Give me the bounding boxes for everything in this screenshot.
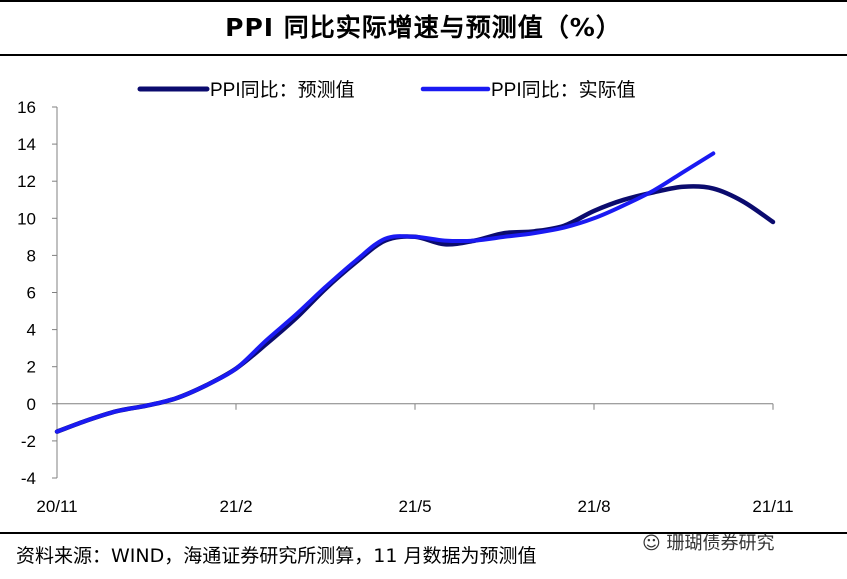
x-axis: 20/11 21/2 21/5 21/8 21/11 [36, 403, 794, 516]
watermark-text: 珊瑚债券研究 [666, 533, 775, 554]
footer-rule [0, 532, 847, 534]
legend: PPI同比：预测值 PPI同比：实际值 [137, 79, 636, 101]
x-tick-label: 21/2 [219, 497, 252, 516]
x-tick-label: 21/11 [752, 497, 793, 516]
legend-forecast-label: PPI同比：预测值 [210, 79, 355, 101]
y-tick-label: 16 [17, 98, 36, 117]
y-tick-label: -2 [21, 432, 36, 451]
chart-title: PPI 同比实际增速与预测值（%） [225, 13, 622, 42]
x-tick-label: 21/5 [398, 497, 431, 516]
y-tick-label: 4 [27, 321, 36, 340]
title-top-rule [0, 0, 847, 2]
y-tick-label: 2 [27, 358, 36, 377]
y-tick-label: 6 [27, 284, 36, 303]
y-tick-label: 14 [17, 135, 36, 154]
series-layer [54, 151, 776, 434]
y-tick-label: 10 [17, 209, 36, 228]
y-axis: -4 -2 0 2 4 6 8 10 12 14 16 [17, 98, 58, 488]
y-tick-label: 12 [17, 172, 36, 191]
forecast-series-line [54, 184, 776, 434]
wechat-icon: ☺ [642, 533, 661, 554]
ppi-line-chart: PPI同比：预测值 PPI同比：实际值 -4 -2 0 2 4 6 8 10 12 14 16 20/… [17, 79, 794, 516]
source-note: 资料来源：WIND，海通证券研究所测算，11 月数据为预测值 [16, 545, 537, 567]
watermark: ☺ 珊瑚债券研究 [642, 529, 775, 555]
actual-series-line [55, 151, 716, 434]
x-tick-label: 21/8 [577, 497, 610, 516]
x-tick-label: 20/11 [36, 497, 77, 516]
y-tick-label: 8 [27, 246, 36, 265]
title-bottom-rule [0, 54, 847, 56]
y-tick-label: -4 [21, 469, 36, 488]
y-tick-label: 0 [27, 395, 36, 414]
legend-actual-label: PPI同比：实际值 [491, 79, 636, 101]
